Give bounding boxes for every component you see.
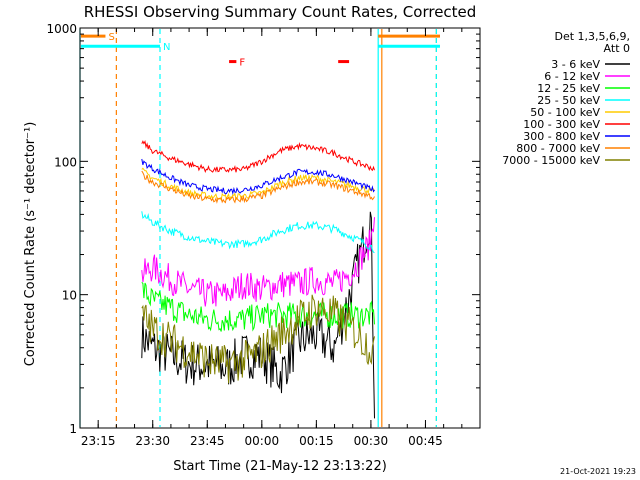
x-axis: 23:15 23:30 23:45 00:00 00:15 00:30 00:45 <box>79 28 481 448</box>
x-tick-label: 00:30 <box>354 434 389 448</box>
x-tick-label: 23:45 <box>190 434 225 448</box>
legend-label: 25 - 50 keV <box>537 94 600 107</box>
series-line <box>141 211 375 254</box>
legend-label: 50 - 100 keV <box>530 106 600 119</box>
x-axis-label: Start Time (21-May-12 23:13:22) <box>173 459 387 474</box>
legend-label: 300 - 800 keV <box>523 130 600 143</box>
y-axis-label: Corrected Count Rate (s⁻¹ detector⁻¹) <box>23 122 38 367</box>
series-line <box>141 167 375 201</box>
flag-label: N <box>163 42 170 53</box>
legend-label: 100 - 300 keV <box>523 118 600 131</box>
flag-label: S <box>108 32 114 43</box>
legend-subtitle: Att 0 <box>604 42 630 55</box>
y-tick-label: 10 <box>62 289 77 303</box>
legend-title: Det 1,3,5,6,9, <box>554 30 630 43</box>
x-tick-label: 00:45 <box>408 434 443 448</box>
series-line <box>141 217 375 307</box>
timestamp: 21-Oct-2021 19:23 <box>560 467 636 476</box>
plot-area: S N F <box>79 29 440 427</box>
x-tick-label: 00:00 <box>245 434 280 448</box>
x-tick-label: 23:15 <box>81 434 116 448</box>
plot-frame <box>79 27 481 429</box>
chart-title: RHESSI Observing Summary Count Rates, Co… <box>84 3 477 21</box>
series-line <box>141 170 375 204</box>
y-tick-label: 1000 <box>46 22 77 36</box>
y-tick-label: 100 <box>54 155 77 169</box>
legend-label: 7000 - 15000 keV <box>502 154 600 167</box>
legend-label: 12 - 25 keV <box>537 82 600 95</box>
y-axis: 1 10 100 1000 <box>46 22 480 436</box>
x-tick-label: 23:30 <box>135 434 170 448</box>
series-line <box>141 211 375 419</box>
series-line <box>141 158 375 196</box>
legend-label: 800 - 7000 keV <box>516 142 600 155</box>
series-line <box>141 281 375 332</box>
y-tick-label: 1 <box>69 422 77 436</box>
flag-label: F <box>239 58 245 69</box>
legend-label: 6 - 12 keV <box>544 70 600 83</box>
series-line <box>141 140 375 173</box>
x-tick-label: 00:15 <box>299 434 334 448</box>
legend-label: 3 - 6 keV <box>551 58 600 71</box>
series-line <box>141 294 375 384</box>
